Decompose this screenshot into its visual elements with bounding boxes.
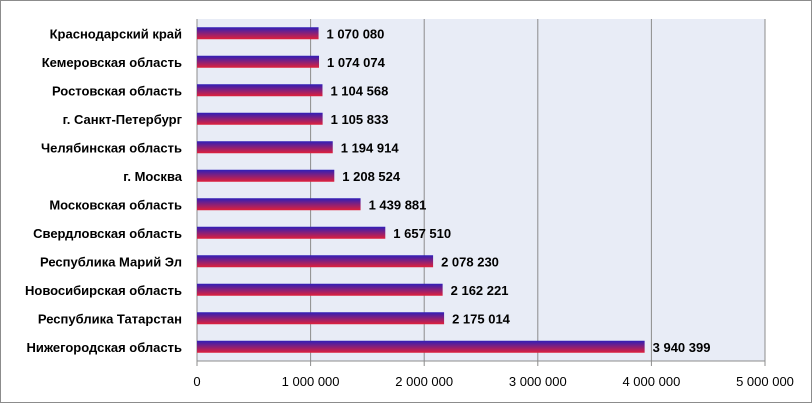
- data-label: 1 439 881: [369, 197, 427, 212]
- category-label: г. Санкт-Петербург: [63, 112, 183, 127]
- category-label: Новосибирская область: [25, 283, 182, 298]
- data-label: 1 070 080: [327, 26, 385, 41]
- data-label: 1 074 074: [327, 55, 386, 70]
- data-label: 1 104 568: [330, 83, 388, 98]
- category-label: Республика Татарстан: [38, 311, 182, 326]
- bar: [197, 198, 361, 211]
- x-tick-label: 2 000 000: [395, 374, 453, 389]
- data-label: 1 105 833: [331, 112, 389, 127]
- bar: [197, 255, 434, 268]
- x-tick-label: 4 000 000: [622, 374, 680, 389]
- bar: [197, 84, 323, 97]
- x-tick-label: 0: [193, 374, 200, 389]
- plot-area: [197, 19, 765, 361]
- category-label: Кемеровская область: [42, 55, 182, 70]
- bar: [197, 169, 335, 182]
- bar: [197, 112, 323, 125]
- x-tick-label: 5 000 000: [736, 374, 794, 389]
- data-label: 1 657 510: [393, 226, 451, 241]
- x-tick-label: 3 000 000: [509, 374, 567, 389]
- category-label: Краснодарский край: [50, 26, 182, 41]
- bar: [197, 312, 445, 325]
- bar: [197, 340, 645, 353]
- bar: [197, 141, 333, 154]
- data-label: 1 208 524: [342, 169, 401, 184]
- category-label: Челябинская область: [41, 140, 182, 155]
- category-label: Ростовская область: [52, 83, 182, 98]
- category-label: Свердловская область: [33, 226, 182, 241]
- category-label: Московская область: [49, 197, 182, 212]
- category-label: Республика Марий Эл: [40, 254, 182, 269]
- category-label: Нижегородская область: [26, 340, 182, 355]
- bar: [197, 55, 320, 68]
- x-tick-label: 1 000 000: [282, 374, 340, 389]
- data-label: 3 940 399: [653, 340, 711, 355]
- data-label: 2 162 221: [451, 283, 509, 298]
- bar: [197, 226, 386, 239]
- bar: [197, 283, 443, 296]
- bar: [197, 27, 319, 40]
- data-label: 2 078 230: [441, 254, 499, 269]
- category-label: г. Москва: [123, 169, 182, 184]
- data-label: 1 194 914: [341, 140, 400, 155]
- data-label: 2 175 014: [452, 311, 511, 326]
